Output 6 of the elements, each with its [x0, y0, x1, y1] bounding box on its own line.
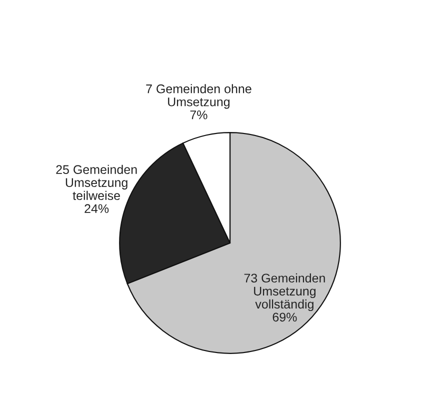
slice-label: 7 Gemeinden ohne Umsetzung	[146, 84, 252, 109]
slice-label: 73 Gemeinden Umsetzung vollständig	[244, 273, 325, 312]
data-label: 69%	[272, 312, 297, 322]
data-label: 24%	[84, 204, 109, 213]
data-label: 7%	[190, 110, 208, 120]
slice-label: 25 Gemeinden Umsetzung teilweise	[56, 164, 137, 200]
